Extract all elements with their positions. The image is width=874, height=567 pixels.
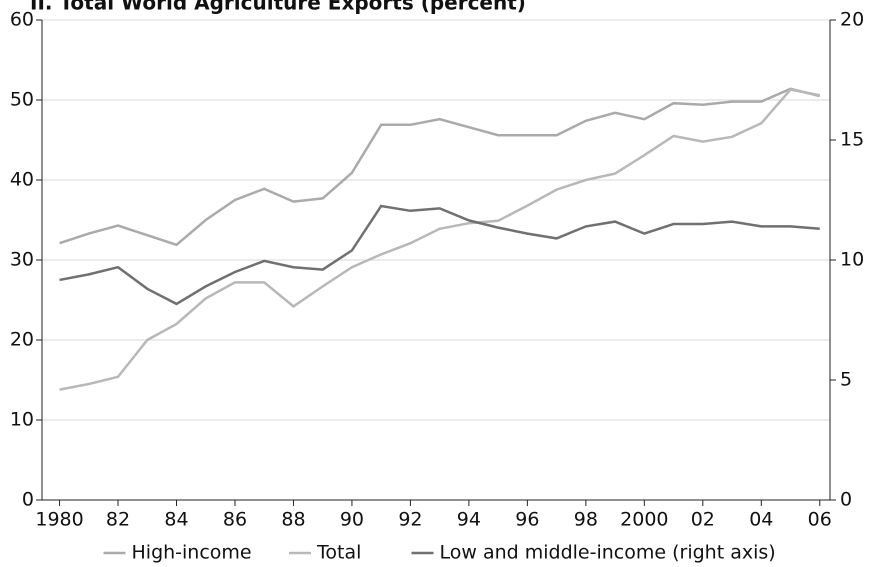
x-tick-label: 04 <box>749 509 773 531</box>
y-tick-label: 40 <box>10 169 34 191</box>
legend-label: Total <box>316 542 361 564</box>
series-line <box>59 87 821 247</box>
x-tick-label: 98 <box>574 509 598 531</box>
y-tick-label: 10 <box>10 409 34 431</box>
x-tick-label: 94 <box>457 509 481 531</box>
chart-title: II. Total World Agriculture Exports (per… <box>30 0 526 15</box>
x-tick-label: 2000 <box>620 509 668 531</box>
series-line <box>59 204 820 306</box>
y2-tick-label: 20 <box>840 9 864 31</box>
x-tick-label: 90 <box>340 509 364 531</box>
x-tick-label: 06 <box>808 509 832 531</box>
x-tick-label: 84 <box>164 509 188 531</box>
y2-tick-label: 0 <box>840 489 852 511</box>
x-tick-label: 96 <box>515 509 539 531</box>
x-tick-label: 1980 <box>35 509 83 531</box>
legend-label: Low and middle-income (right axis) <box>440 542 776 564</box>
y-tick-label: 60 <box>10 9 34 31</box>
x-tick-label: 92 <box>398 509 422 531</box>
y2-tick-label: 10 <box>840 249 864 271</box>
y-tick-label: 30 <box>10 249 34 271</box>
legend-label: High-income <box>132 542 252 564</box>
y2-tick-label: 5 <box>840 369 852 391</box>
x-tick-label: 88 <box>281 509 305 531</box>
series-line <box>59 88 821 391</box>
x-tick-label: 82 <box>106 509 130 531</box>
y-tick-label: 50 <box>10 89 34 111</box>
x-tick-label: 86 <box>223 509 247 531</box>
y-tick-label: 0 <box>22 489 34 511</box>
x-tick-label: 02 <box>691 509 715 531</box>
y-tick-label: 20 <box>10 329 34 351</box>
y2-tick-label: 15 <box>840 129 864 151</box>
